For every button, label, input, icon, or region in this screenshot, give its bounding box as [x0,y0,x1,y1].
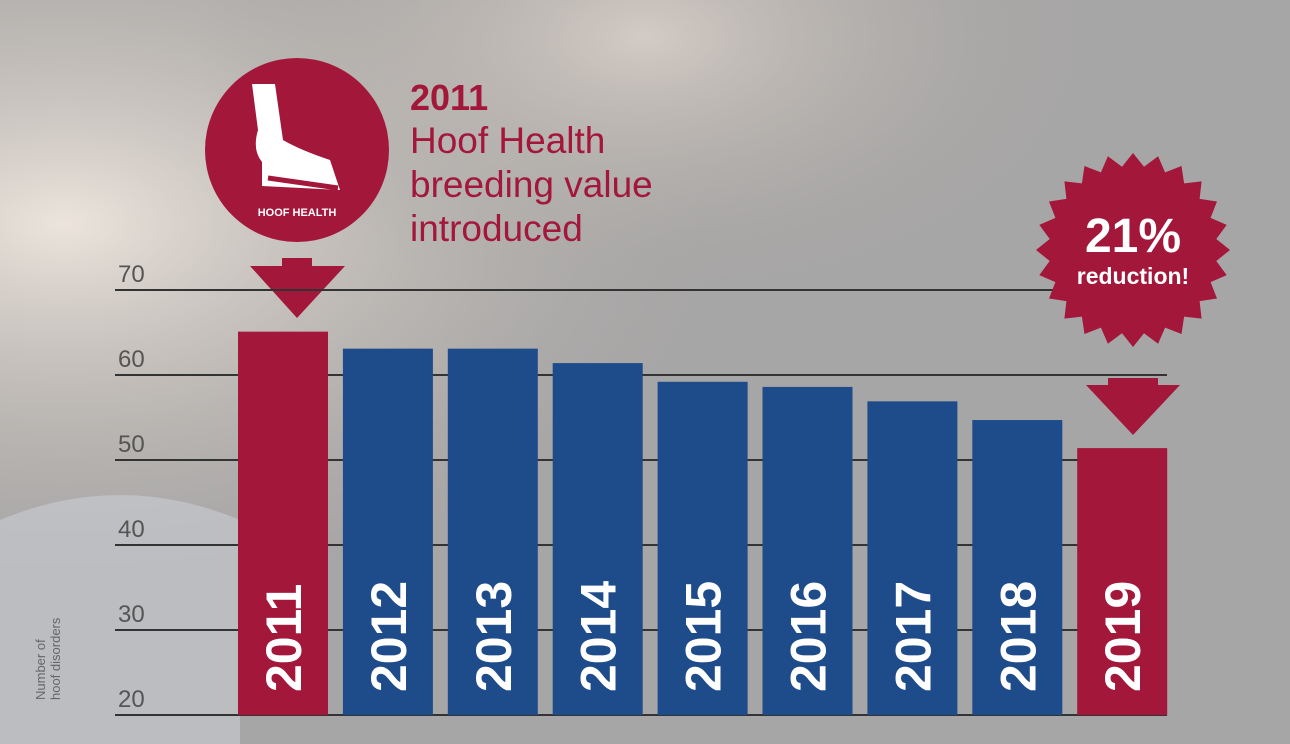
x-tick-label: 2014 [571,581,627,692]
hoof-health-badge: HOOF HEALTH [205,58,389,318]
y-tick-label: 20 [118,686,145,713]
hoof-icon [252,84,340,190]
burst-value: 21% [1085,210,1181,263]
annotation-text: introduced [410,208,583,249]
x-tick-label: 2011 [256,584,312,692]
burst-arrow [1086,378,1180,435]
x-tick-label: 2016 [781,581,837,692]
badge-arrow-stem [282,258,312,270]
annotation-text: breeding value [410,164,653,205]
plot: 20 30 40 50 60 70 2011 2012 2013 2014 2015 2016 2017… [115,261,1168,716]
x-tick-label: 2013 [466,581,522,692]
badge-arrow [250,266,345,318]
bar [1077,448,1168,715]
y-tick-label: 60 [118,346,145,373]
annotation-text: Hoof Health [410,120,605,161]
bar [552,363,643,715]
y-tick-label: 30 [118,601,145,628]
y-axis-label: Number of hoof disorders [33,617,63,700]
bar [762,386,853,715]
x-tick-label: 2017 [885,581,941,692]
x-tick-label: 2018 [990,581,1046,692]
x-tick-label: 2012 [361,581,417,692]
y-tick-label: 50 [118,431,145,458]
y-tick-label: 40 [118,516,145,543]
bar [867,401,958,715]
y-axis-label-line: hoof disorders [48,617,63,700]
bar [342,348,433,715]
y-axis-label-line: Number of [33,639,48,700]
hoof-icon-line [267,175,339,191]
reduction-burst: 21% reduction! [1036,153,1230,435]
burst-text: reduction! [1077,263,1189,289]
annotation-year: 2011 [410,77,488,118]
x-tick-label: 2019 [1095,581,1151,692]
bar [447,348,538,715]
y-tick-label: 70 [118,261,145,288]
bar [972,420,1063,715]
burst-star [1036,153,1230,347]
badge-label: HOOF HEALTH [258,207,337,219]
bar [657,381,748,715]
bar [238,331,328,715]
background-shape [0,495,240,744]
x-tick-label: 2015 [676,581,732,692]
